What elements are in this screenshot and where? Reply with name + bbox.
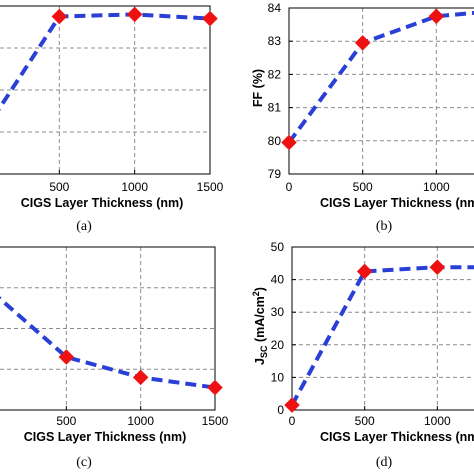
y-tick-label: 81	[268, 101, 282, 115]
data-point-marker	[51, 8, 68, 25]
x-tick-label: 500	[353, 180, 373, 194]
series-line	[0, 12, 211, 112]
data-point-marker	[281, 134, 297, 151]
x-tick-label: 1500	[197, 180, 224, 194]
data-point-marker	[284, 397, 300, 413]
data-point-marker	[132, 369, 149, 386]
ylabel-d: JSC (mA/cm2)	[251, 287, 269, 365]
data-point-marker	[202, 10, 218, 27]
panel-d: 0 500 1000 0 10 20 30 40 50 CIGS Layer Thickness…	[251, 240, 474, 470]
y-tick-label: 83	[268, 34, 282, 48]
series-line	[287, 10, 474, 144]
x-tick-label: 500	[49, 180, 69, 194]
data-point-marker	[356, 263, 373, 280]
x-tick-label: 500	[56, 414, 76, 428]
caption-b: (b)	[376, 219, 393, 234]
caption-a: (a)	[76, 219, 92, 234]
y-tick-label: 84	[268, 1, 282, 15]
data-point-marker	[207, 379, 223, 396]
caption-d: (d)	[376, 455, 393, 470]
xlabel-d: CIGS Layer Thickness (nm)	[320, 430, 474, 444]
y-tick-label: 20	[271, 338, 285, 352]
plot-b: 0 500 1000 79 80 81 82 83 84	[268, 1, 474, 194]
plot-frame	[288, 7, 474, 175]
xlabel-c: CIGS Layer Thickness (nm)	[24, 430, 187, 444]
y-tick-label: 40	[271, 273, 285, 287]
panel-b: 0 500 1000 79 80 81 82 83 84 CIGS Layer Thicknes…	[251, 1, 474, 234]
plot-frame	[291, 246, 474, 411]
x-tick-label: 1000	[424, 414, 451, 428]
series-line	[0, 296, 216, 390]
x-tick-label: 1000	[423, 180, 450, 194]
plot-d: 0 500 1000 0 10 20 30 40 50	[271, 240, 474, 428]
x-tick-label: 0	[286, 180, 293, 194]
plot-c: 500 1000 1500	[0, 246, 229, 428]
ylabel-b: FF (%)	[251, 69, 265, 107]
data-point-marker	[428, 8, 445, 25]
y-tick-label: 82	[268, 67, 282, 81]
data-point-marker	[429, 259, 446, 276]
plot-frame	[0, 5, 211, 175]
xlabel-a: CIGS Layer Thickness (nm)	[21, 196, 184, 210]
y-tick-label: 10	[271, 370, 285, 384]
data-point-marker	[58, 349, 75, 365]
panel-c: 500 1000 1500 CIGS Layer Thickness (nm) (c…	[0, 246, 229, 470]
y-tick-label: 79	[268, 167, 282, 181]
y-tick-label: 30	[271, 305, 285, 319]
caption-c: (c)	[76, 455, 92, 470]
panel-a: 050010001500 CIGS Layer Thickness (nm) (…	[0, 5, 224, 234]
x-tick-label: 500	[355, 414, 375, 428]
plot-frame	[0, 246, 216, 411]
x-tick-label: 1000	[127, 414, 154, 428]
y-tick-label: 80	[268, 134, 282, 148]
x-tick-label: 1000	[121, 180, 148, 194]
series-line	[290, 265, 474, 407]
data-point-marker	[354, 35, 371, 51]
x-tick-label: 1500	[202, 414, 229, 428]
data-point-marker	[126, 6, 143, 23]
y-tick-label: 50	[271, 240, 285, 254]
x-tick-label: 0	[289, 414, 296, 428]
plot-a: 050010001500	[0, 5, 224, 194]
xlabel-b: CIGS Layer Thickness (nm)	[320, 196, 474, 210]
y-tick-label: 0	[277, 403, 284, 417]
